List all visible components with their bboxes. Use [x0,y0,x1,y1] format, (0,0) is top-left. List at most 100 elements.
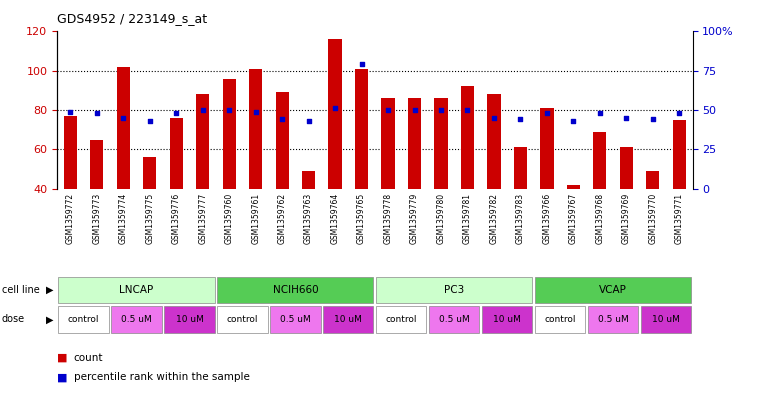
Text: ▶: ▶ [46,314,53,324]
Text: GSM1359760: GSM1359760 [224,193,234,244]
Point [567,118,579,124]
Point [329,105,341,112]
Point [276,116,288,123]
Bar [59,306,109,332]
Text: GSM1359771: GSM1359771 [675,193,684,244]
Text: 0.5 uM: 0.5 uM [439,315,470,324]
Point [223,107,235,113]
Bar [59,277,215,303]
Bar [535,306,585,332]
Text: 10 uM: 10 uM [493,315,521,324]
Point [144,118,156,124]
Text: GSM1359774: GSM1359774 [119,193,128,244]
Bar [646,171,660,189]
Point [620,115,632,121]
Point [303,118,315,124]
Point [673,110,686,116]
Text: GSM1359767: GSM1359767 [569,193,578,244]
Text: cell line: cell line [2,285,40,295]
Text: GSM1359772: GSM1359772 [65,193,75,244]
Point [541,110,553,116]
Bar [487,94,501,189]
Text: control: control [544,315,576,324]
Bar [435,98,447,189]
Text: GSM1359780: GSM1359780 [437,193,445,244]
Text: GSM1359766: GSM1359766 [543,193,552,244]
Text: GSM1359779: GSM1359779 [410,193,419,244]
Text: GSM1359783: GSM1359783 [516,193,525,244]
Bar [514,147,527,189]
Bar [329,39,342,189]
Bar [249,69,263,189]
Text: 10 uM: 10 uM [176,315,203,324]
Text: ▶: ▶ [46,285,53,295]
Bar [196,94,209,189]
Text: GSM1359778: GSM1359778 [384,193,393,244]
Text: ■: ■ [57,353,68,363]
Bar [588,306,638,332]
Point [170,110,183,116]
Bar [619,147,633,189]
Point [64,108,76,115]
Text: 0.5 uM: 0.5 uM [280,315,310,324]
Text: GSM1359773: GSM1359773 [92,193,101,244]
Bar [461,86,474,189]
Point [488,115,500,121]
Point [594,110,606,116]
Bar [540,108,553,189]
Bar [90,140,103,189]
Bar [376,277,533,303]
Bar [64,116,77,189]
Bar [270,306,320,332]
Text: control: control [386,315,417,324]
Text: GSM1359775: GSM1359775 [145,193,154,244]
Bar [217,306,268,332]
Bar [143,157,156,189]
Bar [116,67,130,189]
Text: GSM1359770: GSM1359770 [648,193,658,244]
Text: GSM1359762: GSM1359762 [278,193,287,244]
Point [647,116,659,123]
Text: count: count [74,353,103,363]
Bar [170,118,183,189]
Point [461,107,473,113]
Text: ■: ■ [57,372,68,382]
Text: 10 uM: 10 uM [652,315,680,324]
Point [196,107,209,113]
Text: NCIH660: NCIH660 [272,285,318,295]
Bar [381,98,395,189]
Text: GSM1359781: GSM1359781 [463,193,472,244]
Text: LNCAP: LNCAP [119,285,154,295]
Text: 0.5 uM: 0.5 uM [597,315,629,324]
Bar [673,120,686,189]
Bar [594,132,607,189]
Bar [222,79,236,189]
Bar [567,185,580,189]
Point [91,110,103,116]
Text: GSM1359777: GSM1359777 [198,193,207,244]
Text: GSM1359776: GSM1359776 [172,193,180,244]
Point [514,116,527,123]
Bar [355,69,368,189]
Point [409,107,421,113]
Text: 10 uM: 10 uM [334,315,362,324]
Bar [429,306,479,332]
Text: GSM1359765: GSM1359765 [357,193,366,244]
Bar [641,306,691,332]
Bar [164,306,215,332]
Text: GDS4952 / 223149_s_at: GDS4952 / 223149_s_at [57,12,207,25]
Bar [217,277,374,303]
Point [250,108,262,115]
Text: GSM1359763: GSM1359763 [304,193,313,244]
Bar [275,92,288,189]
Point [117,115,129,121]
Text: GSM1359769: GSM1359769 [622,193,631,244]
Text: percentile rank within the sample: percentile rank within the sample [74,372,250,382]
Text: GSM1359764: GSM1359764 [330,193,339,244]
Bar [408,98,421,189]
Bar [111,306,161,332]
Bar [376,306,426,332]
Text: dose: dose [2,314,24,324]
Text: GSM1359782: GSM1359782 [489,193,498,244]
Text: VCAP: VCAP [599,285,627,295]
